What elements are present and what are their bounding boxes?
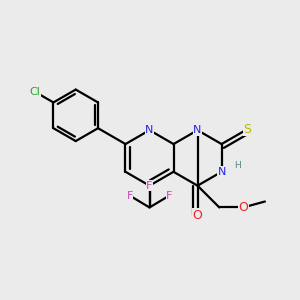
Text: Cl: Cl: [29, 86, 40, 97]
Text: F: F: [127, 190, 133, 201]
Text: H: H: [234, 161, 241, 170]
Text: O: O: [193, 209, 202, 222]
Text: F: F: [166, 190, 172, 201]
Text: O: O: [238, 201, 248, 214]
Text: N: N: [218, 167, 226, 177]
Text: S: S: [243, 123, 251, 136]
Text: F: F: [146, 181, 153, 191]
Text: N: N: [194, 125, 202, 135]
Text: N: N: [145, 125, 154, 135]
